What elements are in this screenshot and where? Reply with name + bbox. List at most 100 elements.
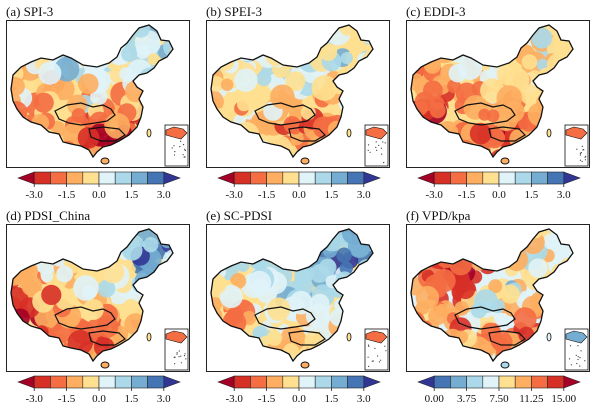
region-outline: [288, 126, 326, 142]
china-map: [10, 228, 189, 371]
map-frame: [406, 20, 590, 168]
taiwan-island: [346, 128, 352, 138]
colorbar-tick-label: 0.0: [292, 393, 306, 405]
country-outline: [10, 228, 174, 363]
colorbar-svg: -3.0 -1.5 0.0 1.5 3.0: [217, 375, 381, 405]
colorbar-segments: [217, 375, 381, 389]
colorbar-bin: [131, 375, 148, 389]
colorbar-bin: [466, 375, 484, 389]
colorbar-bin: [466, 171, 484, 185]
colorbar-bin: [147, 171, 165, 185]
region-outline: [254, 306, 316, 330]
colorbar-bin: [498, 171, 516, 185]
colorbar-tick-label: -3.0: [25, 393, 43, 405]
colorbar-bin: [147, 375, 165, 389]
colorbar-arrow-high: [163, 375, 181, 389]
colorbar-bin: [250, 375, 267, 389]
colorbar-tick-label: 3.0: [157, 189, 171, 201]
country-outline: [410, 228, 574, 363]
colorbar-bin: [531, 375, 548, 389]
panel-title: (b) SPEI-3: [206, 4, 262, 19]
colorbar-bin: [482, 171, 500, 185]
south-china-sea-inset: [364, 124, 389, 167]
colorbar-tick-label: -3.0: [25, 189, 43, 201]
colorbar: 0.00 3.75 7.50 11.25 15.00: [404, 374, 594, 406]
colorbar-tick-label: 1.5: [325, 189, 339, 201]
colorbar-arrow-high: [563, 375, 581, 389]
colorbar-bin: [282, 375, 300, 389]
colorbar-bin: [531, 171, 548, 185]
taiwan-island: [546, 128, 552, 138]
hainan-island: [100, 361, 110, 369]
colorbar-bin: [266, 375, 284, 389]
map-frame: [406, 224, 590, 372]
panel-e: (e) SC-PDSI -3.0 -1.5 0.0 1.5 3.0: [204, 206, 394, 406]
colorbar-segments: [417, 375, 581, 389]
colorbar-bin: [514, 171, 532, 185]
colorbar-bin: [282, 171, 300, 185]
colorbar-bin: [314, 171, 332, 185]
south-china-sea-inset: [164, 328, 189, 371]
panel-title: (a) SPI-3: [6, 4, 54, 19]
panel-title: (d) PDSI_China: [6, 208, 91, 223]
map-fill: [411, 229, 573, 361]
colorbar: -3.0 -1.5 0.0 1.5 3.0: [404, 170, 594, 202]
colorbar-bin: [98, 171, 116, 185]
colorbar-tick-label: -1.5: [58, 393, 76, 405]
panel-a: (a) SPI-3 -3.0 -1.5 0.0 1.5 3.0: [4, 2, 194, 202]
country-outline: [210, 24, 374, 159]
colorbar-segments: [17, 171, 181, 185]
colorbar-tick-label: 11.25: [519, 393, 544, 405]
colorbar-arrow-high: [363, 171, 381, 185]
colorbar-bin: [433, 375, 451, 389]
colorbar-bin: [66, 375, 84, 389]
colorbar-bin: [298, 171, 316, 185]
colorbar-bin: [514, 375, 532, 389]
colorbar-svg: -3.0 -1.5 0.0 1.5 3.0: [217, 171, 381, 201]
colorbar-tick-label: -1.5: [458, 189, 476, 201]
colorbar-tick-label: -3.0: [225, 393, 243, 405]
colorbar-bin: [547, 171, 565, 185]
region-outline: [54, 306, 116, 330]
region-outline: [488, 330, 526, 346]
colorbar-tick-label: 0.0: [92, 189, 106, 201]
colorbar-tick-label: 0.0: [292, 189, 306, 201]
colorbar-bin: [233, 171, 251, 185]
colorbar-tick-label: -3.0: [425, 189, 443, 201]
colorbar-segments: [217, 171, 381, 185]
region-outline: [254, 102, 316, 126]
colorbar-tick-label: 0.00: [425, 393, 445, 405]
panel-title: (f) VPD/kpa: [406, 208, 471, 223]
colorbar-tick-label: -1.5: [258, 189, 276, 201]
colorbar-bin: [331, 171, 348, 185]
colorbar-tick-label: -3.0: [225, 189, 243, 201]
taiwan-island: [146, 332, 152, 342]
taiwan-island: [546, 332, 552, 342]
hainan-island: [500, 361, 510, 369]
hainan-island: [300, 157, 310, 165]
colorbar-bin: [131, 171, 148, 185]
colorbar-arrow-high: [563, 171, 581, 185]
south-china-sea-inset: [564, 124, 589, 167]
colorbar-segments: [417, 171, 581, 185]
colorbar-tick-label: 3.0: [357, 393, 371, 405]
map-frame: [206, 224, 390, 372]
colorbar-bin: [50, 375, 67, 389]
china-map: [410, 24, 589, 167]
hainan-island: [100, 157, 110, 165]
hainan-island: [500, 157, 510, 165]
colorbar-bin: [347, 375, 365, 389]
colorbar-tick-label: 1.5: [325, 393, 339, 405]
colorbar-tick-label: 3.75: [457, 393, 477, 405]
region-outline: [454, 306, 516, 330]
colorbar-arrow-low: [217, 375, 235, 389]
colorbar-bin: [98, 375, 116, 389]
panel-f: (f) VPD/kpa 0.00 3.75 7.50 11.25 15.00: [404, 206, 594, 406]
colorbar-bin: [450, 375, 467, 389]
panel-b: (b) SPEI-3 -3.0 -1.5 0.0 1.5 3.0: [204, 2, 394, 202]
colorbar-tick-label: 7.50: [489, 393, 509, 405]
china-map: [210, 24, 389, 167]
china-map: [410, 228, 589, 371]
colorbar-bin: [347, 171, 365, 185]
country-outline: [210, 228, 374, 363]
